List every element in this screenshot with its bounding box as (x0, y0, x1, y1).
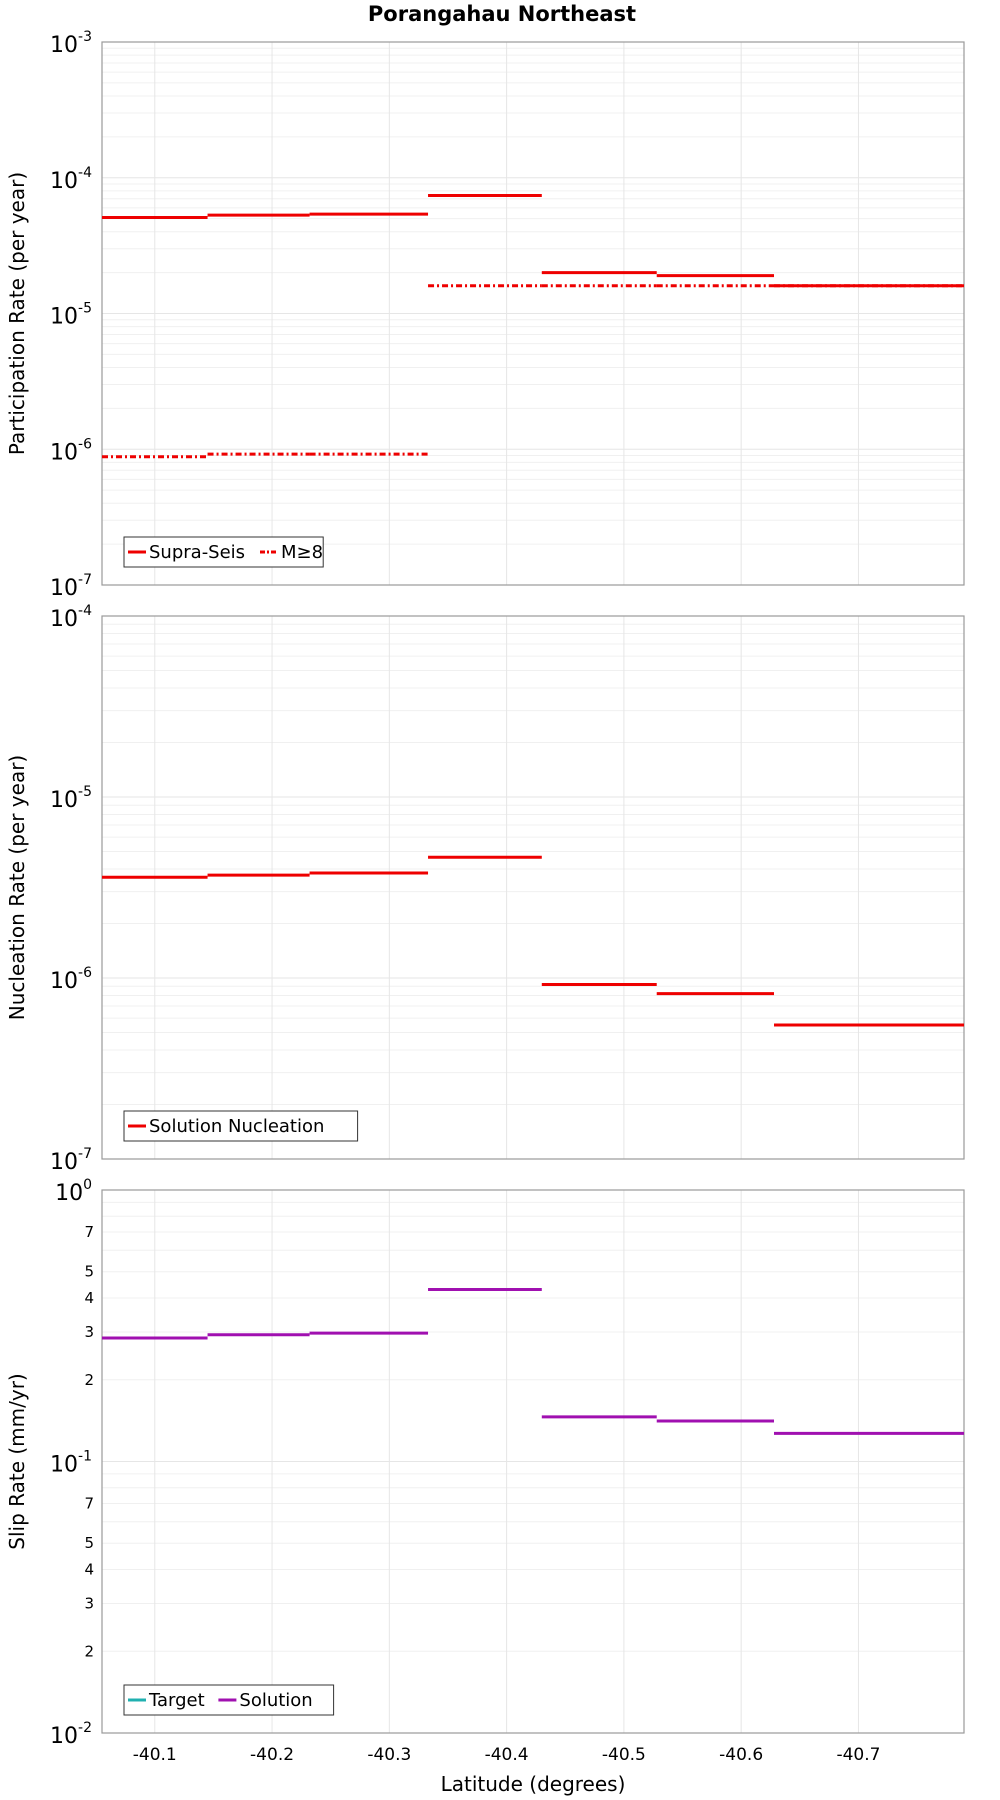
y-axis-label: Participation Rate (per year) (5, 172, 29, 455)
legend-box (123, 536, 324, 568)
y-tick-label: 10-6 (50, 436, 92, 465)
panel-1: 10-7 10-6 10-5 10-4 10-3 Participation Rate (… (5, 29, 965, 601)
x-tick-label: -40.7 (836, 1745, 880, 1765)
y-tick-label: 10-7 (50, 1146, 92, 1175)
y-tick-label: 10-4 (50, 603, 92, 632)
legend-label: Target (148, 1690, 205, 1711)
legend: Target Solution (123, 1684, 335, 1716)
legend-label: Solution Nucleation (149, 1116, 324, 1137)
legend-label: Solution (239, 1690, 312, 1711)
y-tick-label: 10-7 (50, 572, 92, 601)
y-axis-label: Nucleation Rate (per year) (5, 755, 29, 1020)
panel-3: 10-2 10-1 100 2 3 4 5 7 2 3 4 5 7 Slip Rate (mm/yr) Ta… (5, 1177, 965, 1749)
y-tick-label: 10-1 (50, 1449, 92, 1478)
legend-label: Supra-Seis (149, 542, 245, 563)
legend-box (123, 1110, 359, 1142)
x-axis-label: Latitude (degrees) (441, 1772, 626, 1796)
y-minor-tick-label: 5 (84, 1534, 94, 1552)
y-axis-label: Slip Rate (mm/yr) (5, 1373, 29, 1549)
y-minor-tick-label: 4 (84, 1289, 94, 1307)
legend: Solution Nucleation (123, 1110, 359, 1142)
x-tick-label: -40.6 (719, 1745, 763, 1765)
panel-2: 10-7 10-6 10-5 10-4 Nucleation Rate (per yea… (5, 603, 965, 1175)
y-tick-label: 10-5 (50, 301, 92, 330)
y-minor-tick-label: 2 (84, 1642, 94, 1660)
y-tick-label: 10-3 (50, 29, 92, 58)
plot-frame (101, 41, 965, 586)
y-tick-label: 10-5 (50, 784, 92, 813)
y-minor-tick-label: 7 (84, 1495, 94, 1513)
x-tick-label: -40.5 (602, 1745, 646, 1765)
x-tick-label: -40.4 (485, 1745, 529, 1765)
y-tick-label: 10-4 (50, 165, 92, 194)
y-minor-tick-label: 3 (84, 1594, 94, 1612)
y-minor-tick-label: 2 (84, 1371, 94, 1389)
y-minor-tick-label: 5 (84, 1263, 94, 1281)
legend-label: M≥8 (281, 542, 323, 563)
x-tick-label: -40.2 (250, 1745, 294, 1765)
y-minor-tick-label: 7 (84, 1223, 94, 1241)
y-minor-tick-label: 4 (84, 1561, 94, 1579)
chart-title: Porangahau Northeast (368, 2, 636, 26)
y-tick-label: 100 (55, 1177, 92, 1206)
y-tick-label: 10-6 (50, 965, 92, 994)
x-tick-label: -40.3 (367, 1745, 411, 1765)
plot-frame (101, 615, 965, 1160)
x-tick-label: -40.1 (133, 1745, 177, 1765)
plot-frame (101, 1189, 965, 1734)
y-minor-tick-label: 3 (84, 1323, 94, 1341)
y-tick-label: 10-2 (50, 1720, 92, 1749)
legend: Supra-Seis M≥8 (123, 536, 324, 568)
x-axis: -40.1 -40.2 -40.3 -40.4 -40.5 -40.6 -40.7 (133, 1745, 881, 1765)
